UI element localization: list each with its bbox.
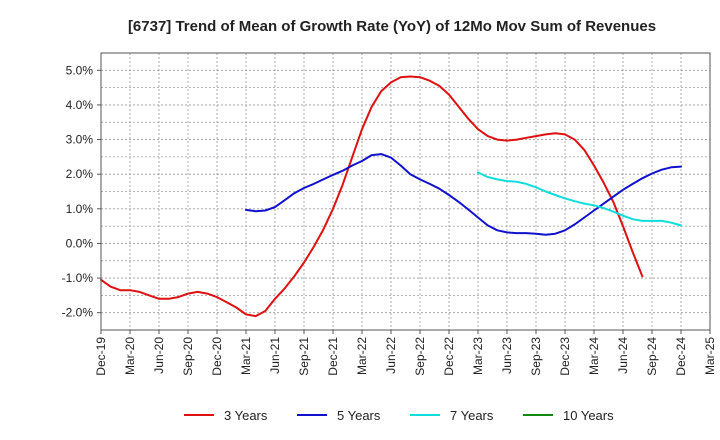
x-tick-label: Mar-22: [355, 337, 369, 375]
x-tick-label: Mar-21: [239, 337, 253, 375]
y-tick-label: 2.0%: [66, 167, 94, 181]
legend-label: 7 Years: [450, 408, 494, 423]
y-axis: -2.0% -1.0% 0.0% 1.0% 2.0% 3.0% 4.0% 5.0%: [62, 63, 101, 320]
plot-frame: [100, 52, 711, 331]
x-tick-label: Dec-20: [210, 337, 224, 376]
x-tick-label: Jun-21: [268, 337, 282, 374]
x-tick-label: Mar-23: [471, 337, 485, 375]
x-tick-label: Sep-21: [297, 337, 311, 376]
x-tick-label: Mar-24: [587, 337, 601, 375]
y-tick-label: 4.0%: [66, 98, 94, 112]
x-tick-label: Sep-20: [181, 337, 195, 376]
x-tick-label: Sep-23: [529, 337, 543, 376]
x-tick-label: Sep-24: [645, 337, 659, 376]
y-tick-label: 5.0%: [66, 63, 94, 77]
x-tick-label: Dec-23: [558, 337, 572, 376]
series-line-7-years: [477, 171, 682, 227]
x-tick-label: Jun-20: [152, 337, 166, 374]
chart-title: [6737] Trend of Mean of Growth Rate (YoY…: [128, 18, 656, 35]
x-tick-label: Dec-21: [326, 337, 340, 376]
y-tick-label: 3.0%: [66, 133, 94, 147]
x-tick-label: Jun-24: [616, 337, 630, 374]
y-tick-label: -1.0%: [62, 271, 94, 285]
y-tick-label: 0.0%: [66, 236, 94, 250]
legend-label: 5 Years: [337, 408, 381, 423]
legend-label: 3 Years: [224, 408, 268, 423]
y-tick-label: -2.0%: [62, 306, 94, 320]
x-tick-label: Dec-19: [94, 337, 108, 376]
gridlines: [100, 52, 711, 331]
series-lines: [100, 75, 682, 318]
x-tick-label: Jun-22: [384, 337, 398, 374]
x-tick-label: Mar-25: [703, 337, 717, 375]
x-tick-label: Dec-22: [442, 337, 456, 376]
x-tick-label: Jun-23: [500, 337, 514, 374]
series-line-5-years: [245, 153, 682, 236]
y-tick-label: 1.0%: [66, 202, 94, 216]
x-tick-label: Dec-24: [674, 337, 688, 376]
legend-label: 10 Years: [563, 408, 614, 423]
series-line-3-years: [100, 75, 644, 318]
legend: 3 Years 5 Years 7 Years 10 Years: [184, 408, 614, 423]
x-axis: Dec-19 Mar-20 Jun-20 Sep-20 Dec-20 Mar-21 Jun-…: [94, 330, 717, 376]
x-tick-label: Sep-22: [413, 337, 427, 376]
x-tick-label: Mar-20: [123, 337, 137, 375]
